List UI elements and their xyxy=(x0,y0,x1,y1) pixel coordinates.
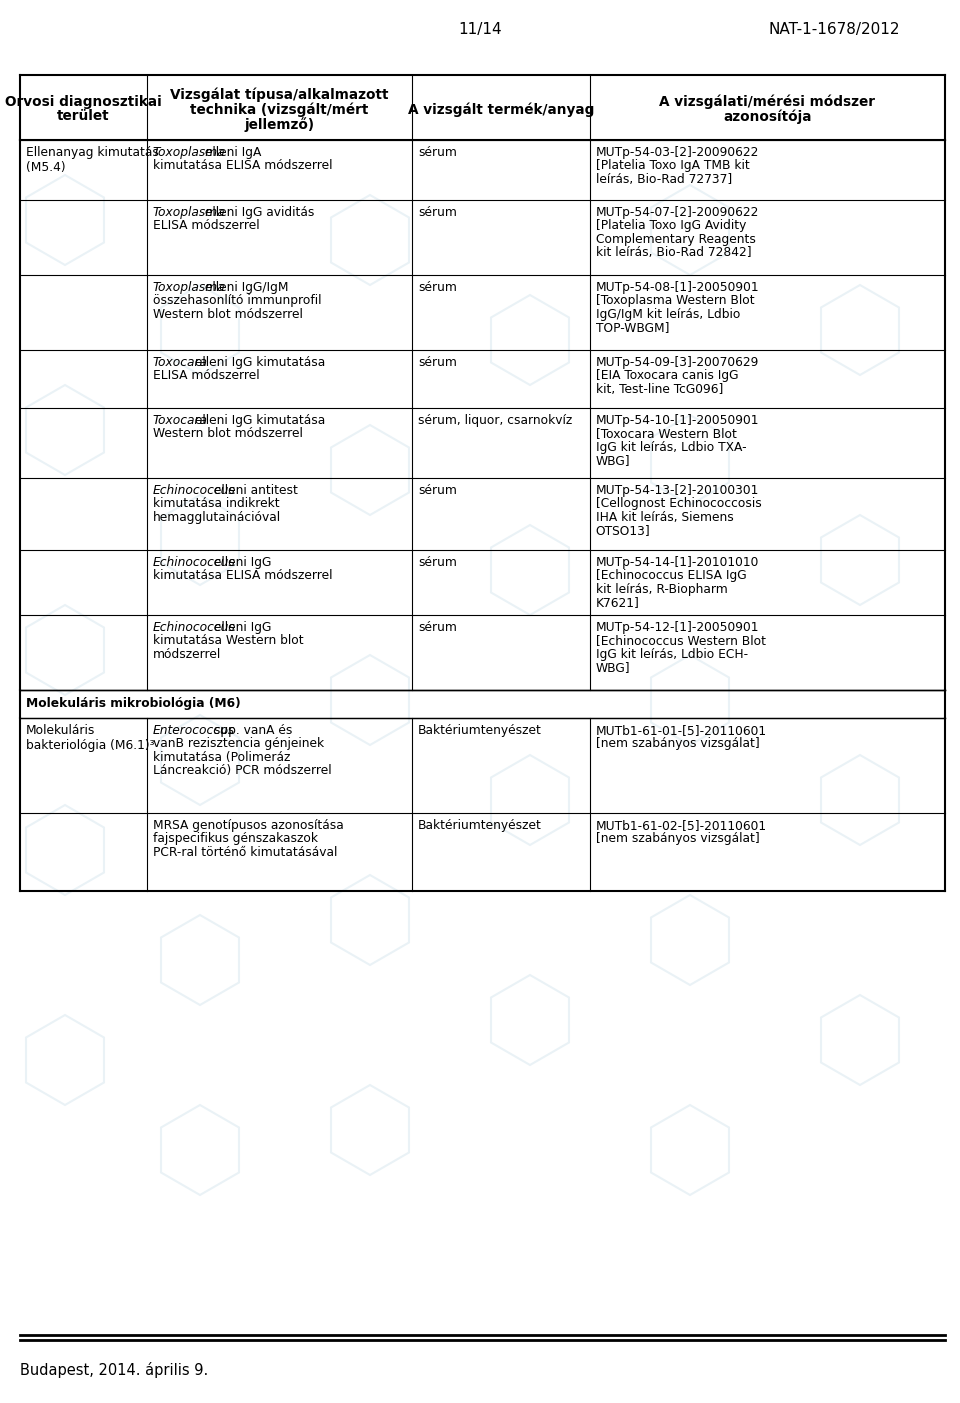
Text: terület: terület xyxy=(57,109,109,123)
Text: sérum: sérum xyxy=(419,556,457,570)
Text: A vizsgálati/mérési módszer: A vizsgálati/mérési módszer xyxy=(660,95,876,109)
Text: MRSA genotípusos azonosítása: MRSA genotípusos azonosítása xyxy=(153,819,344,832)
Text: azonosítója: azonosítója xyxy=(723,109,811,123)
Text: Toxocara: Toxocara xyxy=(153,414,207,427)
Text: [Echinococcus ELISA IgG: [Echinococcus ELISA IgG xyxy=(596,570,747,582)
Text: sérum: sérum xyxy=(419,484,457,497)
Text: sérum: sérum xyxy=(419,356,457,369)
Text: OTSO13]: OTSO13] xyxy=(596,525,651,537)
Text: A vizsgált termék/anyag: A vizsgált termék/anyag xyxy=(408,102,594,116)
Text: TOP-WBGM]: TOP-WBGM] xyxy=(596,321,669,334)
Text: MUTb1-61-01-[5]-20110601: MUTb1-61-01-[5]-20110601 xyxy=(596,724,767,737)
Text: leírás, Bio-Rad 72737]: leírás, Bio-Rad 72737] xyxy=(596,173,732,185)
Text: [Cellognost Echinococcosis: [Cellognost Echinococcosis xyxy=(596,498,761,511)
Text: NAT-1-1678/2012: NAT-1-1678/2012 xyxy=(769,22,900,36)
Text: sérum, liquor, csarnokvíz: sérum, liquor, csarnokvíz xyxy=(419,414,572,427)
Text: Western blot módszerrel: Western blot módszerrel xyxy=(153,307,302,321)
Text: Echinococcus: Echinococcus xyxy=(153,484,235,497)
Text: kit leírás, R-Biopharm: kit leírás, R-Biopharm xyxy=(596,582,728,596)
Text: IHA kit leírás, Siemens: IHA kit leírás, Siemens xyxy=(596,511,733,523)
Text: MUTp-54-12-[1]-20050901: MUTp-54-12-[1]-20050901 xyxy=(596,622,759,634)
Text: WBG]: WBG] xyxy=(596,661,631,673)
Text: Echinococcus: Echinococcus xyxy=(153,556,235,570)
Text: Vizsgálat típusa/alkalmazott: Vizsgálat típusa/alkalmazott xyxy=(170,87,389,102)
Text: technika (vizsgált/mért: technika (vizsgált/mért xyxy=(190,102,369,116)
Text: módszerrel: módszerrel xyxy=(153,648,221,661)
Text: [Toxocara Western Blot: [Toxocara Western Blot xyxy=(596,428,736,441)
Text: sérum: sérum xyxy=(419,146,457,159)
Text: Budapest, 2014. április 9.: Budapest, 2014. április 9. xyxy=(20,1362,208,1378)
Text: Orvosi diagnosztikai: Orvosi diagnosztikai xyxy=(5,95,161,109)
Text: [nem szabányos vizsgálat]: [nem szabányos vizsgálat] xyxy=(596,738,759,751)
Text: összehasonlító immunprofil: összehasonlító immunprofil xyxy=(153,295,322,307)
Text: kimutatása (Polimeráz: kimutatása (Polimeráz xyxy=(153,751,290,763)
Text: MUTp-54-09-[3]-20070629: MUTp-54-09-[3]-20070629 xyxy=(596,356,759,369)
Text: Baktériumtenyészet: Baktériumtenyészet xyxy=(419,724,542,737)
Text: jellemző): jellemző) xyxy=(245,116,315,132)
Text: elleni IgG: elleni IgG xyxy=(210,622,272,634)
Text: kimutatása Western blot: kimutatása Western blot xyxy=(153,634,303,647)
Text: PCR-ral történő kimutatásával: PCR-ral történő kimutatásával xyxy=(153,846,337,859)
Text: MUTp-54-14-[1]-20101010: MUTp-54-14-[1]-20101010 xyxy=(596,556,759,570)
Text: ELISA módszerrel: ELISA módszerrel xyxy=(153,219,259,233)
Text: kimutatása indikrekt: kimutatása indikrekt xyxy=(153,498,279,511)
Text: IgG kit leírás, Ldbio ECH-: IgG kit leírás, Ldbio ECH- xyxy=(596,648,748,661)
Text: MUTp-54-10-[1]-20050901: MUTp-54-10-[1]-20050901 xyxy=(596,414,759,427)
Text: sérum: sérum xyxy=(419,281,457,295)
Text: MUTb1-61-02-[5]-20110601: MUTb1-61-02-[5]-20110601 xyxy=(596,819,767,832)
Text: Toxocara: Toxocara xyxy=(153,356,207,369)
Text: MUTp-54-07-[2]-20090622: MUTp-54-07-[2]-20090622 xyxy=(596,206,759,219)
Text: Ellenanyag kimutatás
(M5.4): Ellenanyag kimutatás (M5.4) xyxy=(26,146,158,174)
Text: elleni IgG aviditás: elleni IgG aviditás xyxy=(201,206,314,219)
Text: elleni IgG kimutatása: elleni IgG kimutatása xyxy=(191,356,325,369)
Text: MUTp-54-13-[2]-20100301: MUTp-54-13-[2]-20100301 xyxy=(596,484,759,497)
Text: kit leírás, Bio-Rad 72842]: kit leírás, Bio-Rad 72842] xyxy=(596,246,752,260)
Text: Toxoplasma: Toxoplasma xyxy=(153,146,226,159)
Text: Complementary Reagents: Complementary Reagents xyxy=(596,233,756,246)
Text: fajspecifikus génszakaszok: fajspecifikus génszakaszok xyxy=(153,832,318,846)
Text: hemagglutainációval: hemagglutainációval xyxy=(153,511,281,523)
Text: kit, Test-line TcG096]: kit, Test-line TcG096] xyxy=(596,383,723,396)
Text: Western blot módszerrel: Western blot módszerrel xyxy=(153,428,302,441)
Text: elleni IgG: elleni IgG xyxy=(210,556,272,570)
Text: [Platelia Toxo IgG Avidity: [Platelia Toxo IgG Avidity xyxy=(596,219,746,233)
Text: sérum: sérum xyxy=(419,622,457,634)
Text: [EIA Toxocara canis IgG: [EIA Toxocara canis IgG xyxy=(596,369,738,383)
Text: Molekuláris mikrobiológia (M6): Molekuláris mikrobiológia (M6) xyxy=(26,697,241,710)
Text: MUTp-54-03-[2]-20090622: MUTp-54-03-[2]-20090622 xyxy=(596,146,759,159)
Text: elleni antitest: elleni antitest xyxy=(210,484,299,497)
Text: IgG/IgM kit leírás, Ldbio: IgG/IgM kit leírás, Ldbio xyxy=(596,307,740,321)
Text: Enterococcus: Enterococcus xyxy=(153,724,235,737)
Text: vanB rezisztencia génjeinek: vanB rezisztencia génjeinek xyxy=(153,738,324,751)
Text: Láncreakció) PCR módszerrel: Láncreakció) PCR módszerrel xyxy=(153,765,331,777)
Text: [Echinococcus Western Blot: [Echinococcus Western Blot xyxy=(596,634,766,647)
Text: K7621]: K7621] xyxy=(596,596,639,609)
Text: Toxoplasma: Toxoplasma xyxy=(153,281,226,295)
Text: Echinococcus: Echinococcus xyxy=(153,622,235,634)
Text: [Platelia Toxo IgA TMB kit: [Platelia Toxo IgA TMB kit xyxy=(596,160,750,173)
Text: MUTp-54-08-[1]-20050901: MUTp-54-08-[1]-20050901 xyxy=(596,281,759,295)
Text: [Toxoplasma Western Blot: [Toxoplasma Western Blot xyxy=(596,295,755,307)
Text: kimutatása ELISA módszerrel: kimutatása ELISA módszerrel xyxy=(153,570,332,582)
Text: IgG kit leírás, Ldbio TXA-: IgG kit leírás, Ldbio TXA- xyxy=(596,441,747,453)
Text: elleni IgG/IgM: elleni IgG/IgM xyxy=(201,281,288,295)
Text: [nem szabányos vizsgálat]: [nem szabányos vizsgálat] xyxy=(596,832,759,846)
Text: sérum: sérum xyxy=(419,206,457,219)
Text: elleni IgA: elleni IgA xyxy=(201,146,261,159)
Text: Toxoplasma: Toxoplasma xyxy=(153,206,226,219)
Text: elleni IgG kimutatása: elleni IgG kimutatása xyxy=(191,414,325,427)
Text: Molekuláris
bakteriológia (M6.1)³: Molekuláris bakteriológia (M6.1)³ xyxy=(26,724,155,752)
Text: WBG]: WBG] xyxy=(596,455,631,467)
Text: ELISA módszerrel: ELISA módszerrel xyxy=(153,369,259,383)
Text: kimutatása ELISA módszerrel: kimutatása ELISA módszerrel xyxy=(153,160,332,173)
Text: spp. vanA és: spp. vanA és xyxy=(210,724,293,737)
Text: Baktériumtenyészet: Baktériumtenyészet xyxy=(419,819,542,832)
Text: 11/14: 11/14 xyxy=(458,22,502,36)
